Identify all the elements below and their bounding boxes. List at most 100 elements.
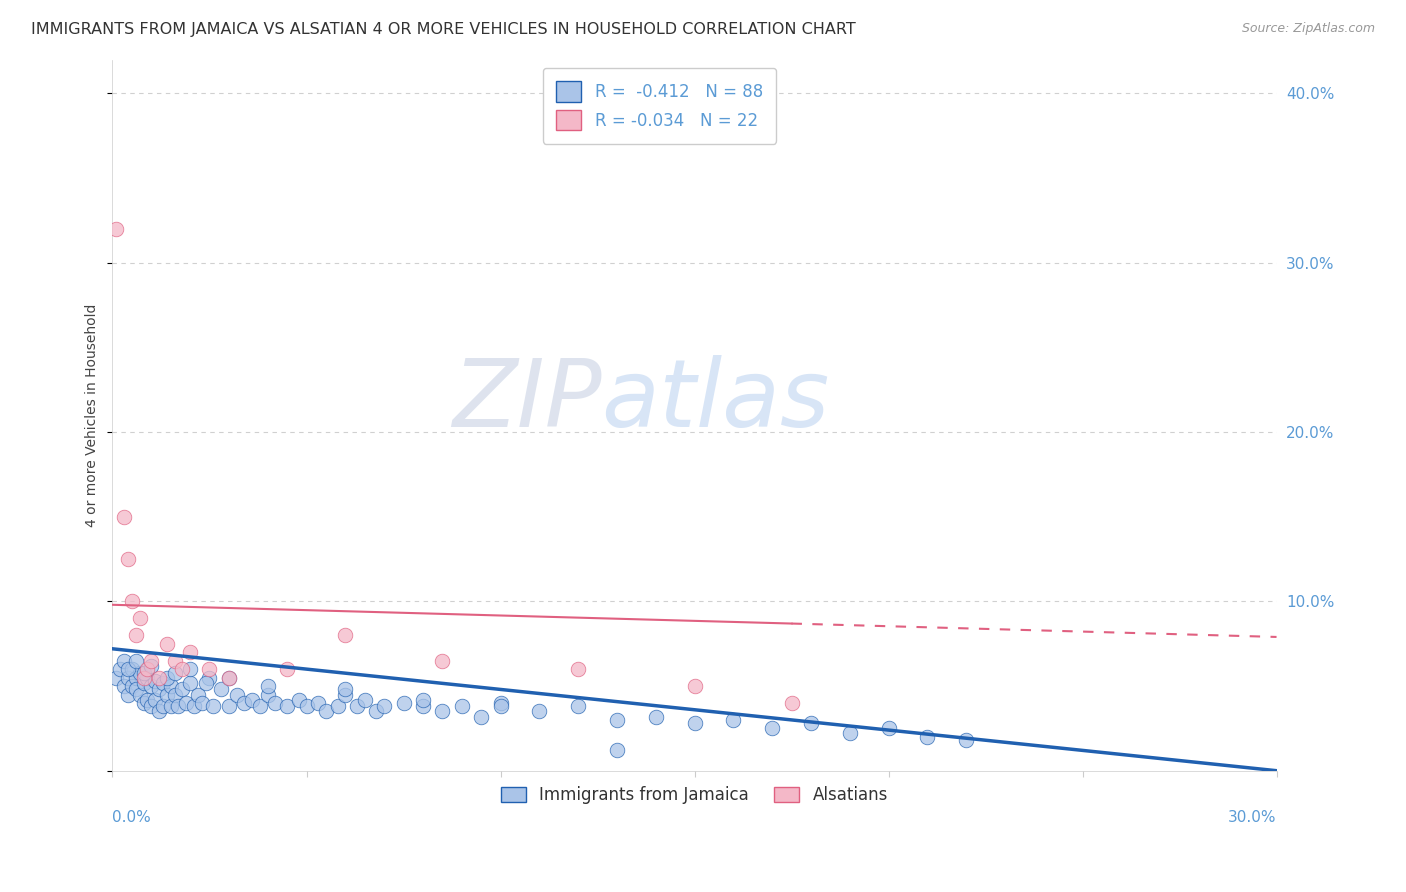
Point [194,675,217,690]
Point [335,688,357,702]
Point [366,705,388,719]
Point [156,671,179,685]
Point [163,688,186,702]
Point [287,692,309,706]
Point [125,654,148,668]
Point [132,696,155,710]
Point [148,705,170,719]
Point [132,671,155,685]
Point [567,699,589,714]
Point [373,699,395,714]
Point [412,699,434,714]
Point [489,699,512,714]
Point [121,662,143,676]
Point [315,705,337,719]
Point [141,654,163,668]
Point [780,696,803,710]
Point [346,699,368,714]
Point [179,645,201,659]
Point [432,654,454,668]
Point [800,716,823,731]
Point [132,665,155,680]
Point [110,662,132,676]
Point [218,671,240,685]
Point [838,726,860,740]
Point [606,713,628,727]
Point [877,722,900,736]
Y-axis label: 4 or more Vehicles in Household: 4 or more Vehicles in Household [86,303,100,527]
Point [159,699,181,714]
Point [225,688,247,702]
Point [128,665,150,680]
Point [152,699,174,714]
Point [295,699,318,714]
Point [179,662,201,676]
Point [117,662,139,676]
Point [125,628,148,642]
Point [163,665,186,680]
Point [264,696,287,710]
Point [256,688,278,702]
Point [326,699,349,714]
Point [489,696,512,710]
Point [335,682,357,697]
Point [105,222,128,236]
Point [136,692,159,706]
Point [117,688,139,702]
Point [159,679,181,693]
Point [172,682,194,697]
Point [143,692,166,706]
Point [190,696,212,710]
Point [240,692,263,706]
Point [167,699,190,714]
Legend: Immigrants from Jamaica, Alsatians: Immigrants from Jamaica, Alsatians [492,778,896,812]
Point [141,658,163,673]
Text: 30.0%: 30.0% [1227,810,1277,825]
Point [335,628,357,642]
Point [683,679,706,693]
Point [432,705,454,719]
Point [683,716,706,731]
Point [152,675,174,690]
Point [143,673,166,688]
Point [209,682,232,697]
Point [761,722,783,736]
Point [955,733,977,747]
Point [128,611,150,625]
Point [172,662,194,676]
Point [218,671,240,685]
Point [141,679,163,693]
Point [117,671,139,685]
Point [567,662,589,676]
Point [218,699,240,714]
Point [105,671,128,685]
Point [198,671,221,685]
Point [121,679,143,693]
Point [529,705,551,719]
Point [644,709,666,723]
Point [163,654,186,668]
Point [136,671,159,685]
Text: 0.0%: 0.0% [112,810,152,825]
Point [112,654,135,668]
Text: atlas: atlas [602,355,830,446]
Point [606,743,628,757]
Point [723,713,745,727]
Point [256,679,278,693]
Point [392,696,415,710]
Point [233,696,256,710]
Point [125,682,148,697]
Point [202,699,225,714]
Point [132,675,155,690]
Text: ZIP: ZIP [451,355,602,446]
Point [136,662,159,676]
Point [179,675,201,690]
Point [917,730,939,744]
Point [156,637,179,651]
Point [112,509,135,524]
Point [470,709,492,723]
Point [141,699,163,714]
Point [249,699,271,714]
Point [412,692,434,706]
Point [117,552,139,566]
